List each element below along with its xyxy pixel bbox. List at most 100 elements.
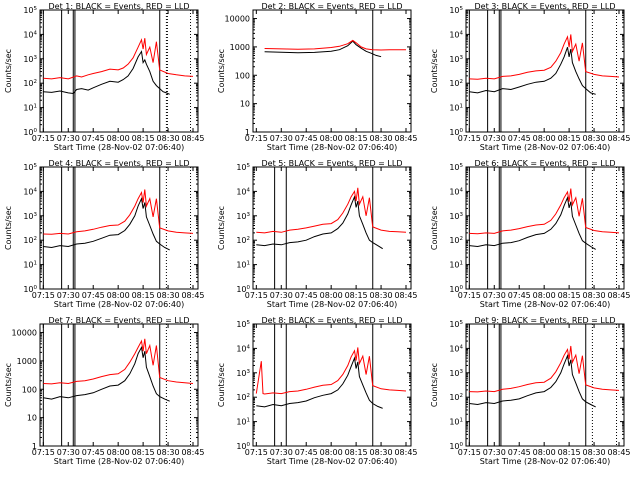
x-axis-label: Start Time (28-Nov-02 07:06:40)	[267, 300, 397, 309]
series-lld-line	[469, 34, 620, 80]
x-tick-label: 07:45	[82, 134, 105, 143]
y-tick-label: 100	[236, 442, 250, 451]
x-axis-label: Start Time (28-Nov-02 07:06:40)	[54, 457, 184, 466]
y-tick-label: 101	[236, 418, 250, 427]
x-tick-label: 07:15	[245, 448, 268, 457]
x-axis-label: Start Time (28-Nov-02 07:06:40)	[267, 143, 397, 152]
y-tick-label: 1	[32, 442, 37, 451]
x-tick-label: 07:45	[295, 448, 318, 457]
y-tick-label: 102	[23, 236, 37, 245]
x-tick-label: 07:30	[57, 448, 80, 457]
x-axis-label: Start Time (28-Nov-02 07:06:40)	[54, 300, 184, 309]
panel-title: Det 1: BLACK = Events, RED = LLD	[49, 2, 190, 11]
plot-frame	[252, 323, 412, 447]
x-axis-label: Start Time (28-Nov-02 07:06:40)	[267, 457, 397, 466]
x-tick-label: 07:30	[270, 291, 293, 300]
x-tick-label: 07:15	[32, 134, 55, 143]
x-tick-label: 08:15	[132, 291, 155, 300]
x-tick-label: 08:00	[533, 291, 556, 300]
plot-frame	[465, 9, 625, 133]
y-tick-label: 100	[236, 285, 250, 294]
x-tick-label: 08:45	[394, 448, 417, 457]
x-tick-label: 07:15	[245, 134, 268, 143]
y-tick-label: 103	[23, 212, 37, 221]
y-tick-label: 1000	[230, 43, 250, 52]
series-events-line	[256, 194, 383, 250]
y-tick-label: 105	[449, 320, 463, 329]
y-tick-label: 105	[23, 163, 37, 172]
y-axis-label: Counts/sec	[4, 206, 13, 250]
series-events-line	[469, 47, 596, 95]
y-tick-label: 10000	[12, 329, 37, 338]
series-events-line	[256, 356, 383, 409]
plot-frame	[252, 9, 412, 133]
x-tick-label: 07:30	[270, 134, 293, 143]
series-lld-line	[256, 187, 407, 234]
series-events-line	[469, 195, 596, 250]
plot-frame	[252, 166, 412, 290]
y-tick-label: 104	[236, 344, 250, 353]
x-tick-label: 08:30	[370, 448, 393, 457]
y-tick-label: 105	[449, 6, 463, 15]
x-axis-label: Start Time (28-Nov-02 07:06:40)	[480, 300, 610, 309]
y-tick-label: 105	[236, 320, 250, 329]
y-tick-label: 100	[449, 442, 463, 451]
x-tick-label: 07:15	[458, 448, 481, 457]
y-tick-label: 104	[23, 30, 37, 39]
series-lld-line	[469, 345, 620, 393]
x-tick-label: 08:45	[394, 291, 417, 300]
panel-title: Det 2: BLACK = Events, RED = LLD	[262, 2, 403, 11]
x-tick-label: 07:45	[508, 134, 531, 143]
series-events-line	[43, 50, 170, 95]
y-tick-label: 105	[236, 163, 250, 172]
y-tick-label: 104	[449, 30, 463, 39]
x-axis-label: Start Time (28-Nov-02 07:06:40)	[480, 143, 610, 152]
x-tick-label: 08:15	[132, 134, 155, 143]
y-tick-label: 103	[449, 55, 463, 64]
x-tick-label: 08:00	[320, 448, 343, 457]
series-events-line	[43, 197, 170, 251]
x-tick-label: 08:30	[583, 448, 606, 457]
y-axis-label: Counts/sec	[430, 206, 439, 250]
y-tick-label: 104	[449, 187, 463, 196]
plot-frame	[39, 166, 199, 290]
x-tick-label: 08:15	[558, 134, 581, 143]
x-axis-label: Start Time (28-Nov-02 07:06:40)	[480, 457, 610, 466]
x-tick-label: 08:00	[107, 291, 130, 300]
panel-title: Det 4: BLACK = Events, RED = LLD	[49, 159, 190, 168]
series-events-line	[43, 345, 170, 402]
x-tick-label: 08:15	[345, 291, 368, 300]
series-lld-line	[43, 189, 194, 235]
x-tick-label: 07:30	[57, 291, 80, 300]
x-tick-label: 07:30	[483, 291, 506, 300]
panel-title: Det 7: BLACK = Events, RED = LLD	[49, 316, 190, 325]
plot-frame	[39, 9, 199, 133]
y-tick-label: 102	[23, 79, 37, 88]
y-tick-label: 103	[236, 212, 250, 221]
y-axis-label: Counts/sec	[430, 49, 439, 93]
y-tick-label: 10000	[225, 15, 250, 24]
y-axis-label: Counts/sec	[217, 363, 226, 407]
y-tick-label: 101	[449, 418, 463, 427]
y-tick-label: 100	[23, 285, 37, 294]
x-tick-label: 08:45	[607, 291, 630, 300]
y-tick-label: 105	[23, 6, 37, 15]
y-tick-label: 104	[23, 187, 37, 196]
y-tick-label: 10	[240, 100, 250, 109]
y-tick-label: 104	[236, 187, 250, 196]
x-tick-label: 08:15	[345, 134, 368, 143]
x-tick-label: 08:30	[157, 291, 180, 300]
y-tick-label: 100	[235, 71, 250, 80]
panel-title: Det 9: BLACK = Events, RED = LLD	[475, 316, 616, 325]
x-tick-label: 07:45	[295, 291, 318, 300]
x-tick-label: 08:30	[370, 291, 393, 300]
y-tick-label: 100	[23, 128, 37, 137]
x-tick-label: 08:30	[583, 134, 606, 143]
series-lld-line	[255, 347, 407, 395]
y-tick-label: 102	[236, 236, 250, 245]
plot-frame	[39, 323, 199, 447]
x-tick-label: 08:45	[181, 134, 204, 143]
